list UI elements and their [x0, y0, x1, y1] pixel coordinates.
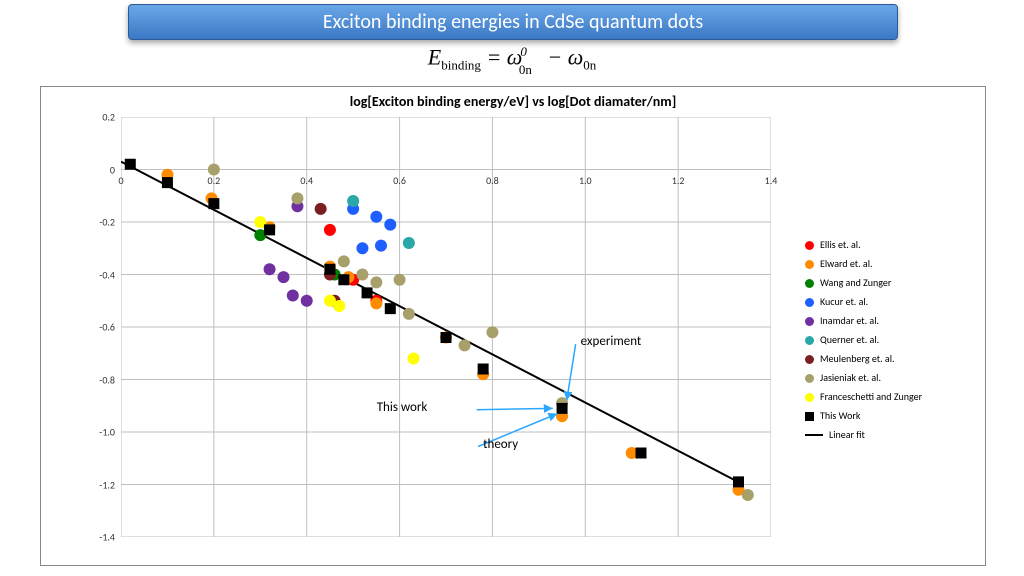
marker-circle	[301, 295, 313, 307]
marker-square	[338, 274, 349, 285]
marker-circle	[403, 237, 415, 249]
legend-label: Wang and Zunger	[820, 275, 891, 291]
legend-item: This Work	[805, 408, 973, 424]
marker-square	[557, 403, 568, 414]
legend-item: Inamdar et. al.	[805, 313, 973, 329]
marker-circle	[291, 192, 303, 204]
marker-circle	[264, 263, 276, 275]
legend-swatch	[805, 412, 814, 421]
legend-swatch	[805, 374, 814, 383]
legend-swatch	[805, 260, 814, 269]
equation: Ebinding = ω00n − ω0n	[0, 44, 1024, 74]
x-tick-label: 1.2	[672, 174, 685, 187]
legend-item: Linear fit	[805, 427, 973, 443]
slide-title: Exciton binding energies in CdSe quantum…	[323, 10, 703, 34]
marker-square	[125, 159, 136, 170]
marker-circle	[356, 269, 368, 281]
legend-swatch	[805, 298, 814, 307]
x-tick-label: 0.6	[393, 174, 406, 187]
annotation-label: theory	[483, 437, 518, 452]
legend-item: Meulenberg et. al.	[805, 351, 973, 367]
legend-label: Jasieniak et. al.	[820, 370, 881, 386]
legend-label: Meulenberg et. al.	[820, 351, 895, 367]
legend-line-icon	[805, 434, 823, 436]
legend-item: Jasieniak et. al.	[805, 370, 973, 386]
legend-item: Kucur et. al.	[805, 294, 973, 310]
marker-circle	[403, 308, 415, 320]
marker-square	[636, 448, 647, 459]
legend-swatch	[805, 355, 814, 364]
x-tick-label: 0.2	[208, 174, 221, 187]
marker-square	[385, 303, 396, 314]
marker-square	[441, 332, 452, 343]
marker-circle	[370, 276, 382, 288]
legend-label: Linear fit	[829, 427, 865, 443]
marker-circle	[356, 242, 368, 254]
marker-circle	[375, 240, 387, 252]
marker-circle	[370, 297, 382, 309]
legend-item: Querner et. al.	[805, 332, 973, 348]
x-tick-label: 1.4	[765, 174, 778, 187]
marker-circle	[459, 339, 471, 351]
marker-circle	[370, 211, 382, 223]
marker-circle	[384, 219, 396, 231]
y-tick-label: -0.8	[75, 373, 121, 386]
marker-square	[264, 224, 275, 235]
legend-swatch	[805, 279, 814, 288]
legend-item: Wang and Zunger	[805, 275, 973, 291]
y-tick-label: -0.4	[75, 268, 121, 281]
y-tick-label: -1.2	[75, 478, 121, 491]
marker-circle	[742, 489, 754, 501]
y-tick-label: -0.6	[75, 321, 121, 334]
legend-swatch	[805, 241, 814, 250]
slide-title-bar: Exciton binding energies in CdSe quantum…	[128, 4, 898, 40]
marker-square	[362, 287, 373, 298]
marker-square	[162, 177, 173, 188]
marker-circle	[324, 224, 336, 236]
plot-area: 00.20.40.60.81.01.21.40.20-0.2-0.4-0.6-0…	[121, 117, 771, 537]
legend: Ellis et. al. Elward et. al. Wang and Zung…	[805, 237, 973, 446]
y-tick-label: -1.0	[75, 426, 121, 439]
marker-square	[208, 198, 219, 209]
marker-circle	[347, 195, 359, 207]
marker-circle	[338, 255, 350, 267]
y-tick-label: 0.2	[75, 111, 121, 124]
x-tick-label: 0.8	[486, 174, 499, 187]
annotation-label: This work	[377, 400, 428, 415]
y-tick-label: 0	[75, 163, 121, 176]
legend-label: Elward et. al.	[820, 256, 873, 272]
marker-circle	[408, 353, 420, 365]
x-tick-label: 0.4	[300, 174, 313, 187]
marker-square	[733, 476, 744, 487]
marker-circle	[315, 203, 327, 215]
legend-label: Franceschetti and Zunger	[820, 389, 922, 405]
legend-label: Ellis et. al.	[820, 237, 861, 253]
legend-item: Elward et. al.	[805, 256, 973, 272]
legend-swatch	[805, 336, 814, 345]
y-tick-label: -0.2	[75, 216, 121, 229]
annotation-label: experiment	[581, 334, 642, 349]
chart-title: log[Exciton binding energy/eV] vs log[Do…	[41, 93, 985, 110]
legend-swatch	[805, 317, 814, 326]
marker-square	[324, 264, 335, 275]
legend-label: Kucur et. al.	[820, 294, 868, 310]
legend-label: Inamdar et. al.	[820, 313, 879, 329]
marker-square	[478, 364, 489, 375]
marker-circle	[486, 326, 498, 338]
legend-label: Querner et. al.	[820, 332, 879, 348]
marker-circle	[287, 290, 299, 302]
legend-label: This Work	[820, 408, 860, 424]
marker-circle	[278, 271, 290, 283]
marker-circle	[333, 300, 345, 312]
legend-swatch	[805, 393, 814, 402]
chart-container: log[Exciton binding energy/eV] vs log[Do…	[40, 86, 986, 566]
x-tick-label: 1.0	[579, 174, 592, 187]
legend-item: Franceschetti and Zunger	[805, 389, 973, 405]
legend-item: Ellis et. al.	[805, 237, 973, 253]
marker-circle	[394, 274, 406, 286]
y-tick-label: -1.4	[75, 531, 121, 544]
